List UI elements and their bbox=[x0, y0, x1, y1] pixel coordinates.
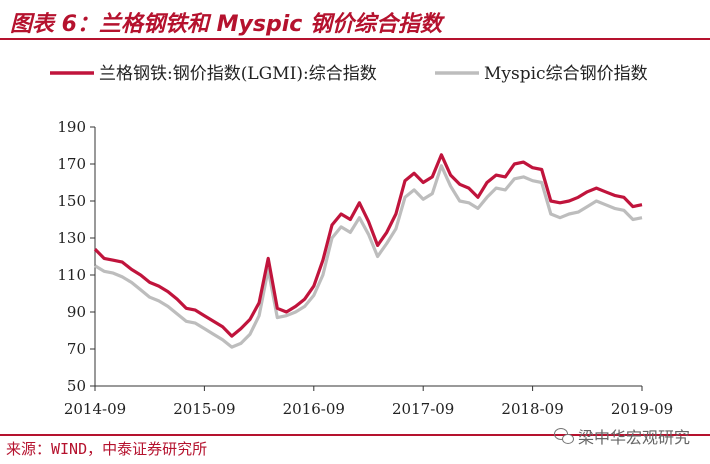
x-tick-label: 2016-09 bbox=[283, 400, 345, 418]
wechat-icon bbox=[553, 428, 574, 444]
y-tick-label: 190 bbox=[57, 118, 86, 136]
watermark-text: 梁中华宏观研究 bbox=[577, 428, 690, 447]
series-line-lgmi bbox=[93, 153, 643, 338]
y-tick-label: 90 bbox=[67, 303, 86, 321]
x-tick-label: 2017-09 bbox=[392, 400, 454, 418]
y-tick-label: 150 bbox=[57, 192, 86, 210]
y-tick-label: 70 bbox=[67, 340, 86, 358]
x-tick-label: 2015-09 bbox=[173, 400, 235, 418]
y-tick-label: 130 bbox=[57, 229, 86, 247]
y-tick-label: 50 bbox=[67, 377, 86, 395]
legend-item-lgmi-label: 兰格钢铁:钢价指数(LGMI):综合指数 bbox=[99, 64, 377, 84]
x-tick-label: 2018-09 bbox=[501, 400, 563, 418]
x-tick-label: 2014-09 bbox=[64, 400, 126, 418]
y-tick-label: 110 bbox=[57, 266, 86, 284]
title-bar: 图表 6：兰格钢铁和 Myspic 钢价综合指数 bbox=[0, 0, 710, 40]
line-chart: 50 70 90 110 130 150 170 190 2014-09 2015-09 2016-… bbox=[50, 64, 673, 418]
watermark: 梁中华宏观研究 bbox=[553, 424, 690, 448]
source-note: 来源：WIND，中泰证券研究所 bbox=[6, 440, 208, 458]
series-line-myspic bbox=[94, 164, 643, 349]
footer-rule bbox=[0, 434, 710, 436]
x-tick-label: 2019-09 bbox=[611, 400, 673, 418]
legend-item-myspic-label: Myspic综合钢价指数 bbox=[484, 64, 648, 84]
y-tick-label: 170 bbox=[57, 155, 86, 173]
figure-title: 图表 6：兰格钢铁和 Myspic 钢价综合指数 bbox=[10, 12, 442, 37]
